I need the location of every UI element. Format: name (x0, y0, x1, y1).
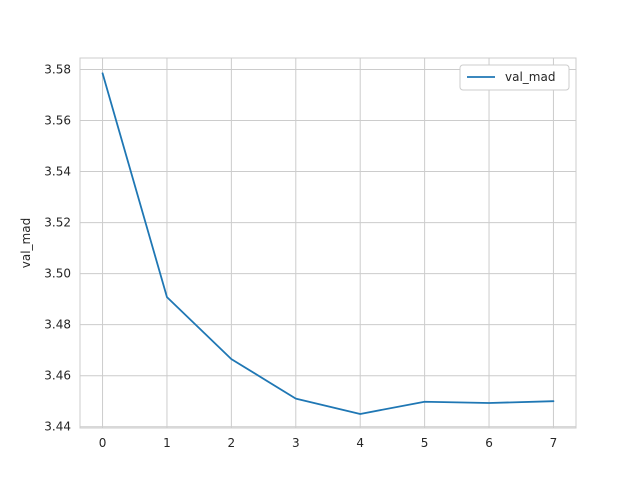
series-line-val-mad (101, 72, 555, 415)
x-tick-label: 0 (99, 436, 107, 450)
y-tick-label: 3.44 (44, 420, 71, 434)
plot-frame (79, 57, 577, 429)
y-tick-label: 3.52 (44, 216, 71, 230)
y-tick-label: 3.56 (44, 114, 71, 128)
x-tick-label: 7 (550, 436, 558, 450)
x-tick-label: 3 (292, 436, 300, 450)
x-tick-label: 4 (356, 436, 364, 450)
legend-label-val-mad: val_mad (505, 70, 555, 84)
legend: val_mad (459, 64, 570, 91)
y-axis-label: val_mad (19, 218, 33, 268)
plot-background (80, 58, 576, 428)
y-axis-ticks: 3.44 3.46 3.48 3.50 3.52 3.54 3.56 3.58 (44, 62, 71, 433)
x-tick-label: 5 (421, 436, 429, 450)
x-tick-label: 2 (228, 436, 236, 450)
y-tick-label: 3.50 (44, 267, 71, 281)
legend-box (459, 64, 570, 91)
y-tick-label: 3.58 (44, 62, 71, 76)
x-tick-label: 1 (163, 436, 171, 450)
y-tick-label: 3.46 (44, 369, 71, 383)
y-tick-label: 3.54 (44, 165, 71, 179)
grid-lines (80, 58, 576, 428)
y-tick-label: 3.48 (44, 318, 71, 332)
series-group (101, 72, 555, 415)
x-axis-ticks: 0 1 2 3 4 5 6 7 (99, 436, 558, 450)
x-tick-label: 6 (485, 436, 493, 450)
